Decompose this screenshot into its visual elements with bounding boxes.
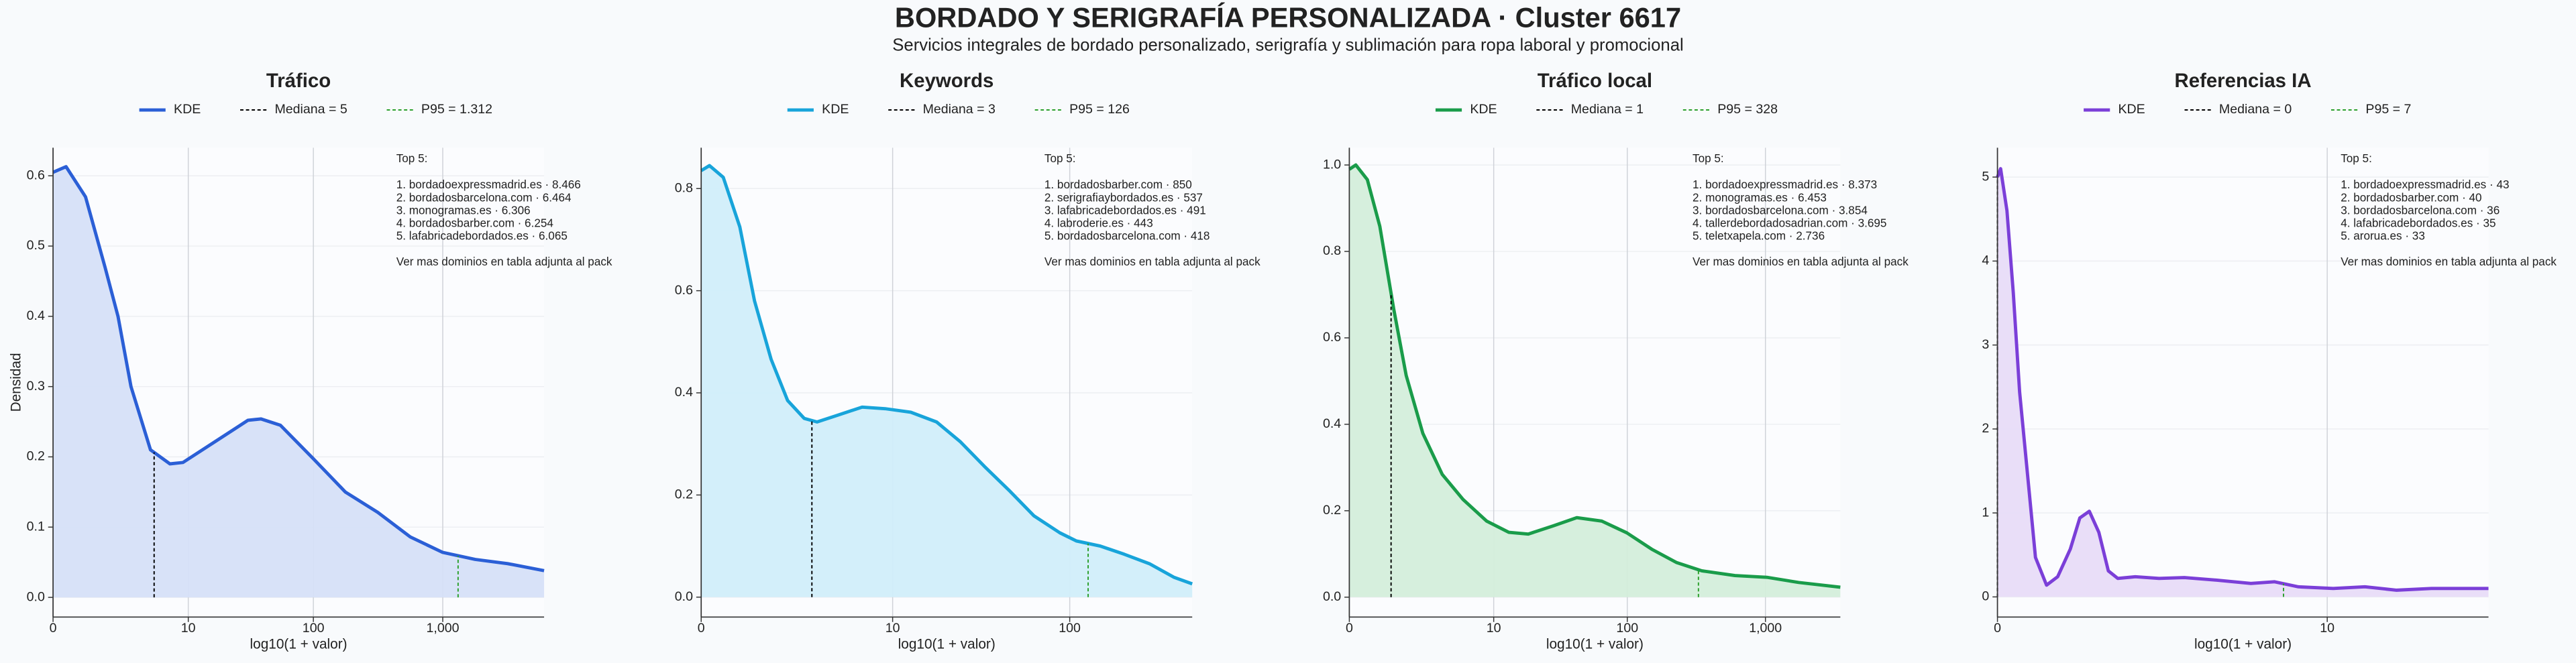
x-tick-label: 100: [1059, 621, 1081, 636]
y-axis-label: Densidad: [9, 353, 24, 412]
y-tick-label: 1: [1982, 505, 1989, 520]
annotation-line: 2. monogramas.es · 6.453: [1693, 190, 1827, 204]
annotation-line: 1. bordadoexpressmadrid.es · 8.466: [396, 178, 581, 191]
legend-label: Mediana = 1: [1571, 102, 1644, 117]
annotation-line: 2. bordadosbarber.com · 40: [2341, 190, 2481, 204]
y-tick-label: 0.6: [1323, 330, 1341, 345]
y-tick-label: 0: [1982, 589, 1989, 604]
y-tick-label: 0.2: [27, 449, 45, 464]
kde-area: [701, 165, 1193, 597]
x-tick-label: 10: [2320, 621, 2334, 636]
annotation-title: Top 5:: [396, 152, 428, 165]
y-tick-label: 0.0: [1323, 589, 1341, 604]
annotation-line: 5. teletxapela.com · 2.736: [1693, 229, 1825, 243]
annotation-line: 4. lafabricadebordados.es · 35: [2341, 216, 2496, 229]
annotation-note: Ver mas dominios en tabla adjunta al pac…: [396, 255, 612, 268]
y-tick-label: 0.0: [675, 589, 693, 604]
legend-label: Mediana = 3: [923, 102, 996, 117]
annotation-line: 3. bordadosbarcelona.com · 36: [2341, 203, 2500, 217]
y-tick-label: 0.8: [675, 180, 693, 195]
y-tick-label: 0.1: [27, 519, 45, 534]
legend-label: KDE: [2118, 102, 2145, 117]
kde-area: [1349, 165, 1841, 597]
annotation-line: 5. arorua.es · 33: [2341, 229, 2425, 243]
panel-title: Tráfico local: [1538, 70, 1652, 92]
x-axis-label: log10(1 + valor): [250, 637, 347, 652]
kde-line: [52, 165, 545, 572]
page-subtitle: Servicios integrales de bordado personal…: [892, 36, 1683, 54]
y-tick-label: 0.4: [675, 385, 693, 400]
legend-label: Mediana = 5: [274, 102, 347, 117]
x-axis-label: log10(1 + valor): [2194, 637, 2292, 652]
annotation-line: 5. bordadosbarcelona.com · 418: [1044, 229, 1210, 243]
annotation-title: Top 5:: [1693, 152, 1724, 165]
y-tick-label: 0.5: [27, 238, 45, 253]
x-tick-label: 10: [885, 621, 900, 636]
panel-title: Referencias IA: [2175, 70, 2312, 92]
y-tick-label: 0.3: [27, 379, 45, 394]
x-tick-label: 0: [1346, 621, 1353, 636]
annotation-line: 3. lafabricadebordados.es · 491: [1044, 203, 1206, 217]
x-tick-label: 10: [181, 621, 196, 636]
legend-label: Mediana = 0: [2219, 102, 2292, 117]
y-tick-label: 0.0: [27, 589, 45, 604]
y-tick-label: 0.2: [1323, 503, 1341, 518]
x-tick-label: 100: [303, 621, 325, 636]
panel-title: Tráfico: [266, 70, 331, 92]
legend-label: P95 = 1.312: [421, 102, 492, 117]
annotation-line: 2. bordadosbarcelona.com · 6.464: [396, 190, 572, 204]
x-tick-label: 1,000: [1749, 621, 1782, 636]
annotation-title: Top 5:: [2341, 152, 2372, 165]
annotation-line: 1. bordadosbarber.com · 850: [1044, 178, 1192, 191]
y-tick-label: 0.2: [675, 487, 693, 502]
annotation-note: Ver mas dominios en tabla adjunta al pac…: [1044, 255, 1260, 268]
annotation-line: 4. bordadosbarber.com · 6.254: [396, 216, 554, 229]
y-tick-label: 3: [1982, 337, 1989, 352]
kde-line: [700, 164, 1193, 586]
page-title: BORDADO Y SERIGRAFÍA PERSONALIZADA · Clu…: [895, 1, 1681, 33]
x-tick-label: 0: [1994, 621, 2001, 636]
y-tick-label: 2: [1982, 421, 1989, 436]
legend-label: P95 = 126: [1069, 102, 1130, 117]
kde-line: [1348, 163, 1841, 589]
annotation-title: Top 5:: [1044, 152, 1076, 165]
x-tick-label: 1,000: [427, 621, 460, 636]
annotation-note: Ver mas dominios en tabla adjunta al pac…: [2341, 255, 2557, 268]
legend-label: KDE: [822, 102, 849, 117]
x-tick-label: 10: [1487, 621, 1501, 636]
annotation-line: 3. bordadosbarcelona.com · 3.854: [1693, 203, 1868, 217]
annotation-line: 5. lafabricadebordados.es · 6.065: [396, 229, 568, 243]
x-tick-label: 100: [1616, 621, 1638, 636]
legend-label: P95 = 7: [2365, 102, 2411, 117]
panel-title: Keywords: [900, 70, 994, 92]
y-tick-label: 0.4: [27, 308, 45, 323]
x-tick-label: 0: [50, 621, 57, 636]
kde-line: [1996, 167, 2489, 592]
x-tick-label: 0: [698, 621, 705, 636]
y-tick-label: 0.4: [1323, 416, 1341, 431]
annotation-line: 3. monogramas.es · 6.306: [396, 203, 531, 217]
x-axis-label: log10(1 + valor): [898, 637, 996, 652]
legend-label: P95 = 328: [1717, 102, 1778, 117]
annotation-line: 1. bordadoexpressmadrid.es · 8.373: [1693, 178, 1877, 191]
y-tick-label: 1.0: [1323, 157, 1341, 172]
y-tick-label: 0.6: [675, 283, 693, 298]
legend-label: KDE: [174, 102, 201, 117]
annotation-line: 4. tallerdebordadosadrian.com · 3.695: [1693, 216, 1886, 229]
annotation-line: 1. bordadoexpressmadrid.es · 43: [2341, 178, 2509, 191]
y-tick-label: 4: [1982, 253, 1989, 268]
annotation-note: Ver mas dominios en tabla adjunta al pac…: [1693, 255, 1909, 268]
annotation-line: 2. serigrafiaybordados.es · 537: [1044, 190, 1203, 204]
y-tick-label: 0.8: [1323, 243, 1341, 258]
x-axis-label: log10(1 + valor): [1546, 637, 1644, 652]
annotation-line: 4. labroderie.es · 443: [1044, 216, 1153, 229]
kde-area: [53, 166, 545, 598]
y-tick-label: 5: [1982, 169, 1989, 184]
y-tick-label: 0.6: [27, 168, 45, 182]
legend-label: KDE: [1470, 102, 1497, 117]
